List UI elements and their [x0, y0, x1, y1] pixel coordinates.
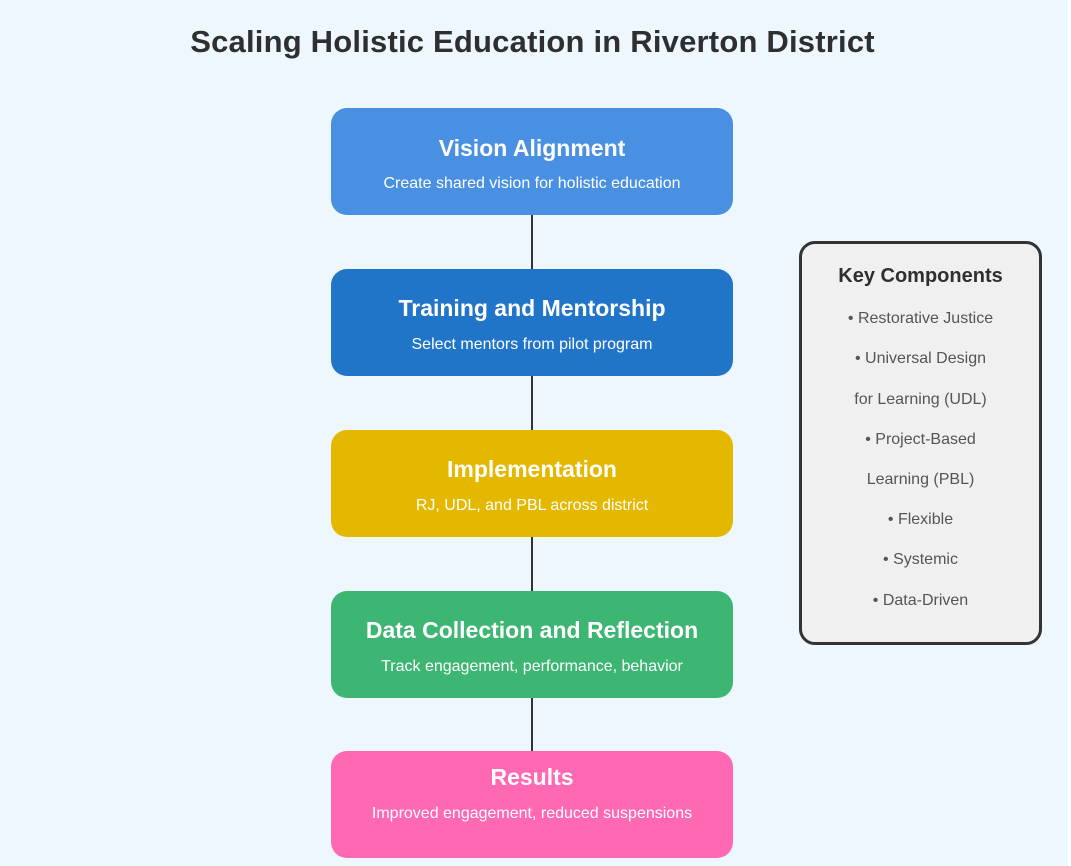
step-title: Implementation [447, 456, 617, 482]
step-vision-alignment: Vision Alignment Create shared vision fo… [331, 108, 733, 215]
diagram-title: Scaling Holistic Education in Riverton D… [190, 24, 875, 59]
step-title: Results [490, 764, 574, 790]
key-component-line: for Learning (UDL) [854, 391, 987, 408]
key-component-line: • Flexible [887, 511, 954, 528]
connector-vision-training [531, 215, 533, 270]
step-data-collection: Data Collection and Reflection Track eng… [331, 591, 733, 698]
step-description: Track engagement, performance, behavior [381, 658, 683, 675]
key-component-line: • Restorative Justice [847, 310, 994, 327]
connector-implementation-data [531, 537, 533, 592]
step-description: Improved engagement, reduced suspensions [371, 805, 693, 822]
connector-data-results [531, 697, 533, 752]
key-components-panel: Key Components • Restorative Justice • U… [799, 241, 1042, 645]
key-component-line: • Systemic [883, 551, 958, 568]
connector-training-implementation [531, 376, 533, 431]
step-description: RJ, UDL, and PBL across district [415, 497, 649, 514]
key-component-line: • Project-Based [865, 431, 976, 448]
step-title: Data Collection and Reflection [365, 617, 699, 643]
step-title: Vision Alignment [438, 135, 626, 161]
key-component-line: • Universal Design [855, 350, 986, 367]
key-component-line: Learning (PBL) [866, 471, 975, 488]
step-description: Select mentors from pilot program [411, 336, 653, 353]
step-description: Create shared vision for holistic educat… [383, 175, 681, 192]
key-components-title: Key Components [838, 265, 1003, 287]
step-implementation: Implementation RJ, UDL, and PBL across d… [331, 430, 733, 537]
step-title: Training and Mentorship [398, 295, 666, 321]
step-results: Results Improved engagement, reduced sus… [331, 751, 733, 858]
key-component-line: • Data-Driven [872, 592, 969, 609]
step-training-mentorship: Training and Mentorship Select mentors f… [331, 269, 733, 376]
